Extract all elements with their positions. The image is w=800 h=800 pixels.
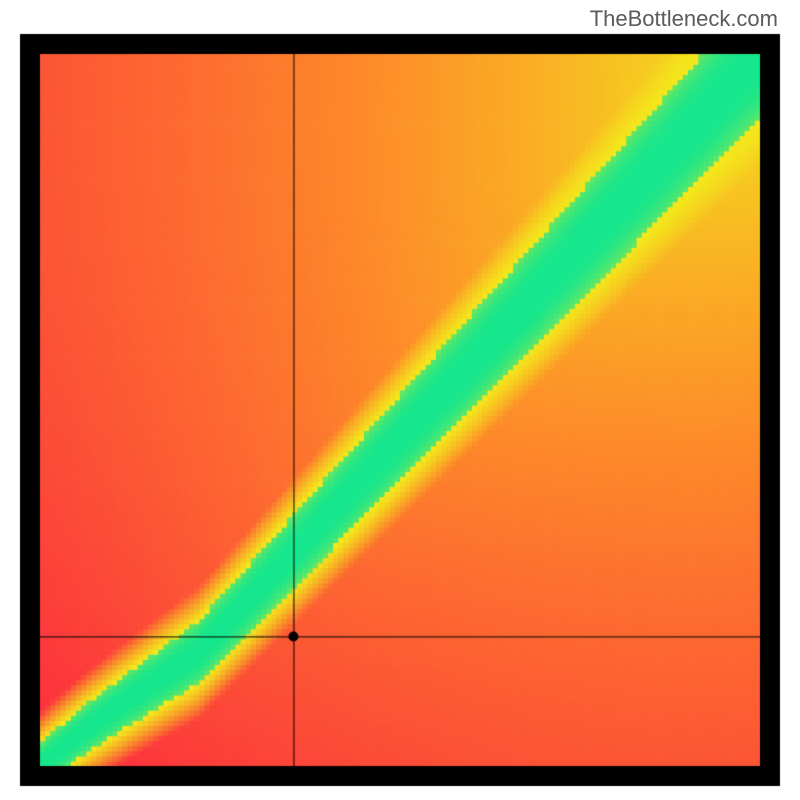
chart-stage: TheBottleneck.com — [0, 0, 800, 800]
bottleneck-heatmap — [0, 0, 800, 800]
watermark-text: TheBottleneck.com — [590, 6, 778, 32]
